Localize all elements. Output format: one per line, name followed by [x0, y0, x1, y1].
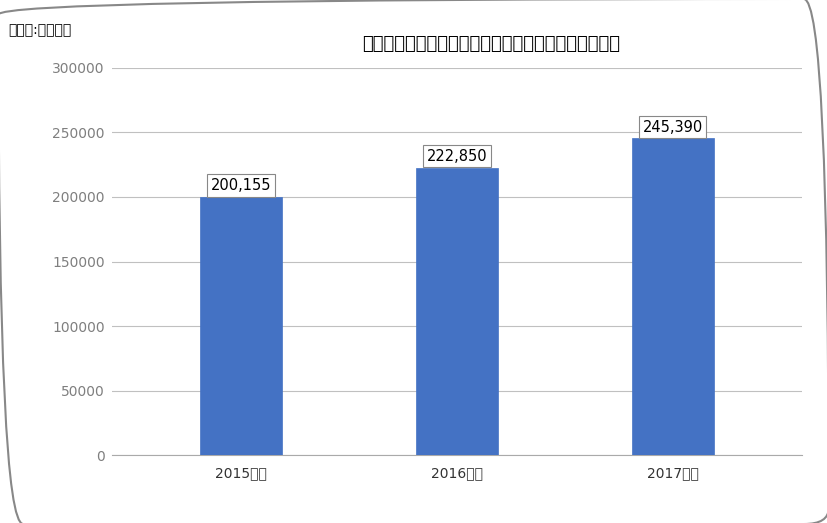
Bar — [632, 139, 714, 455]
Text: （単位:百万円）: （単位:百万円） — [8, 24, 71, 38]
Bar — [416, 167, 498, 455]
Text: 245,390: 245,390 — [643, 120, 703, 134]
Text: 200,155: 200,155 — [211, 178, 271, 193]
Title: サイバーセキュリティシステム開発サービス市場規模: サイバーセキュリティシステム開発サービス市場規模 — [362, 35, 620, 52]
Bar — [200, 197, 282, 455]
Text: 222,850: 222,850 — [427, 149, 487, 164]
